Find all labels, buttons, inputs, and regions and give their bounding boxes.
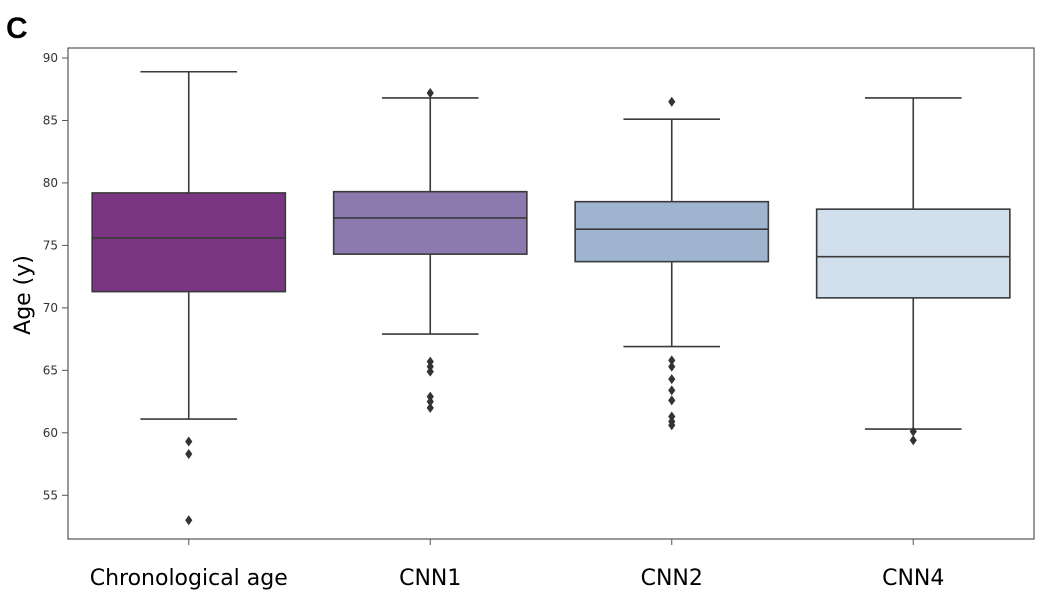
outlier-point: [185, 449, 193, 460]
outlier-point: [909, 426, 917, 437]
x-axis-ticks: Chronological age CNN1 CNN2 CNN4: [90, 539, 944, 591]
x-tick-label: Chronological age: [90, 566, 288, 591]
outlier-point: [426, 87, 434, 98]
y-tick-label: 65: [43, 363, 58, 377]
interquartile-box: [91, 192, 287, 293]
plot-frame: [67, 47, 1035, 540]
x-tick-label: CNN1: [399, 566, 461, 591]
panel-label: C: [6, 12, 28, 45]
outlier-point: [909, 435, 917, 446]
outlier-point: [426, 366, 434, 377]
box-cnn1: [332, 87, 528, 413]
outlier-point: [426, 402, 434, 413]
y-tick-label: 70: [43, 301, 58, 315]
box-cnn2: [574, 96, 770, 431]
y-tick-label: 80: [43, 176, 58, 190]
outlier-point: [668, 96, 676, 107]
y-tick-label: 90: [43, 51, 58, 65]
y-tick-label: 55: [43, 488, 58, 502]
boxes: [91, 70, 1011, 526]
interquartile-box: [332, 190, 528, 255]
y-tick-label: 60: [43, 426, 58, 440]
box-cnn4: [815, 97, 1011, 446]
outlier-point: [185, 436, 193, 447]
y-tick-label: 75: [43, 238, 58, 252]
y-axis-title: Age (y): [11, 255, 36, 335]
outlier-point: [185, 515, 193, 526]
outlier-point: [668, 361, 676, 372]
outlier-point: [668, 355, 676, 366]
outlier-point: [668, 395, 676, 406]
interquartile-box: [815, 208, 1011, 299]
y-axis-ticks: 55 60 65 70 75 80 85 90: [43, 51, 68, 502]
outlier-point: [668, 420, 676, 431]
outlier-point: [426, 396, 434, 407]
y-tick-label: 85: [43, 113, 58, 127]
x-tick-label: CNN4: [882, 566, 944, 591]
outlier-point: [668, 385, 676, 396]
outlier-point: [668, 374, 676, 385]
interquartile-box: [574, 200, 770, 263]
x-tick-label: CNN2: [641, 566, 703, 591]
box-chronological-age: [91, 70, 287, 526]
